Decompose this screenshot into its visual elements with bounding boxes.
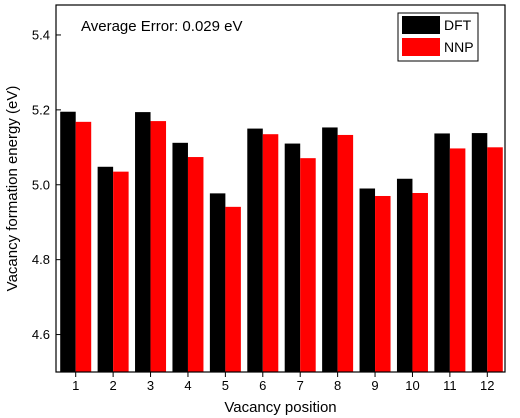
- bar-dft-5: [209, 193, 226, 372]
- y-axis-ticks: 4.6 4.8 5.0 5.2 5.4: [32, 27, 61, 342]
- legend-swatch-dft: [402, 16, 440, 34]
- bar-dft-7: [284, 143, 301, 372]
- x-tick-label: 1: [72, 378, 79, 393]
- legend-label-nnp: NNP: [444, 39, 474, 55]
- bar-nnp-12: [487, 147, 503, 372]
- bar-dft-12: [471, 133, 488, 372]
- bar-dft-10: [396, 178, 413, 372]
- x-tick-label: 5: [222, 378, 229, 393]
- bar-nnp-10: [412, 192, 428, 372]
- bar-dft-4: [172, 142, 188, 372]
- bar-nnp-1: [75, 121, 92, 372]
- x-tick-label: 8: [334, 378, 341, 393]
- x-tick-label: 10: [405, 378, 419, 393]
- y-tick-label: 4.8: [32, 252, 50, 267]
- bar-dft-3: [135, 112, 151, 373]
- bar-dft-6: [247, 128, 263, 372]
- bar-dft-1: [60, 111, 76, 373]
- bar-nnp-5: [225, 206, 241, 372]
- x-tick-label: 4: [184, 378, 191, 393]
- legend: DFT NNP: [397, 12, 479, 62]
- y-tick-label: 4.6: [32, 327, 50, 342]
- x-tick-label: 12: [480, 378, 494, 393]
- y-axis-label: Vacancy formation energy (eV): [4, 86, 21, 292]
- bar-nnp-9: [375, 195, 391, 372]
- bar-nnp-3: [150, 121, 167, 373]
- bar-nnp-11: [449, 148, 466, 372]
- y-tick-label: 5.4: [32, 27, 50, 42]
- x-tick-label: 6: [259, 378, 266, 393]
- bar-nnp-2: [113, 171, 129, 372]
- x-tick-label: 11: [443, 378, 457, 393]
- x-axis-label: Vacancy position: [224, 399, 336, 416]
- bar-nnp-6: [262, 134, 279, 372]
- x-tick-label: 7: [297, 378, 304, 393]
- x-tick-label: 9: [371, 378, 378, 393]
- legend-swatch-nnp: [402, 38, 440, 56]
- y-tick-label: 5.0: [32, 177, 50, 192]
- plot-area-frame: [55, 4, 506, 373]
- x-tick-label: 2: [110, 378, 117, 393]
- x-tick-label: 3: [147, 378, 154, 393]
- bar-nnp-7: [300, 158, 316, 372]
- average-error-annotation: Average Error: 0.029 eV: [81, 18, 242, 35]
- legend-label-dft: DFT: [444, 17, 472, 33]
- bar-nnp-4: [187, 157, 204, 372]
- bar-dft-8: [322, 127, 338, 372]
- bar-dft-11: [434, 133, 450, 372]
- bars-group: [60, 111, 503, 373]
- bar-dft-9: [359, 188, 376, 372]
- y-tick-label: 5.2: [32, 102, 50, 117]
- bar-dft-2: [97, 166, 114, 372]
- bar-nnp-8: [337, 134, 354, 372]
- x-axis-ticks: 1 2 3 4 5 6 7 8 9 10 11 12: [72, 372, 495, 393]
